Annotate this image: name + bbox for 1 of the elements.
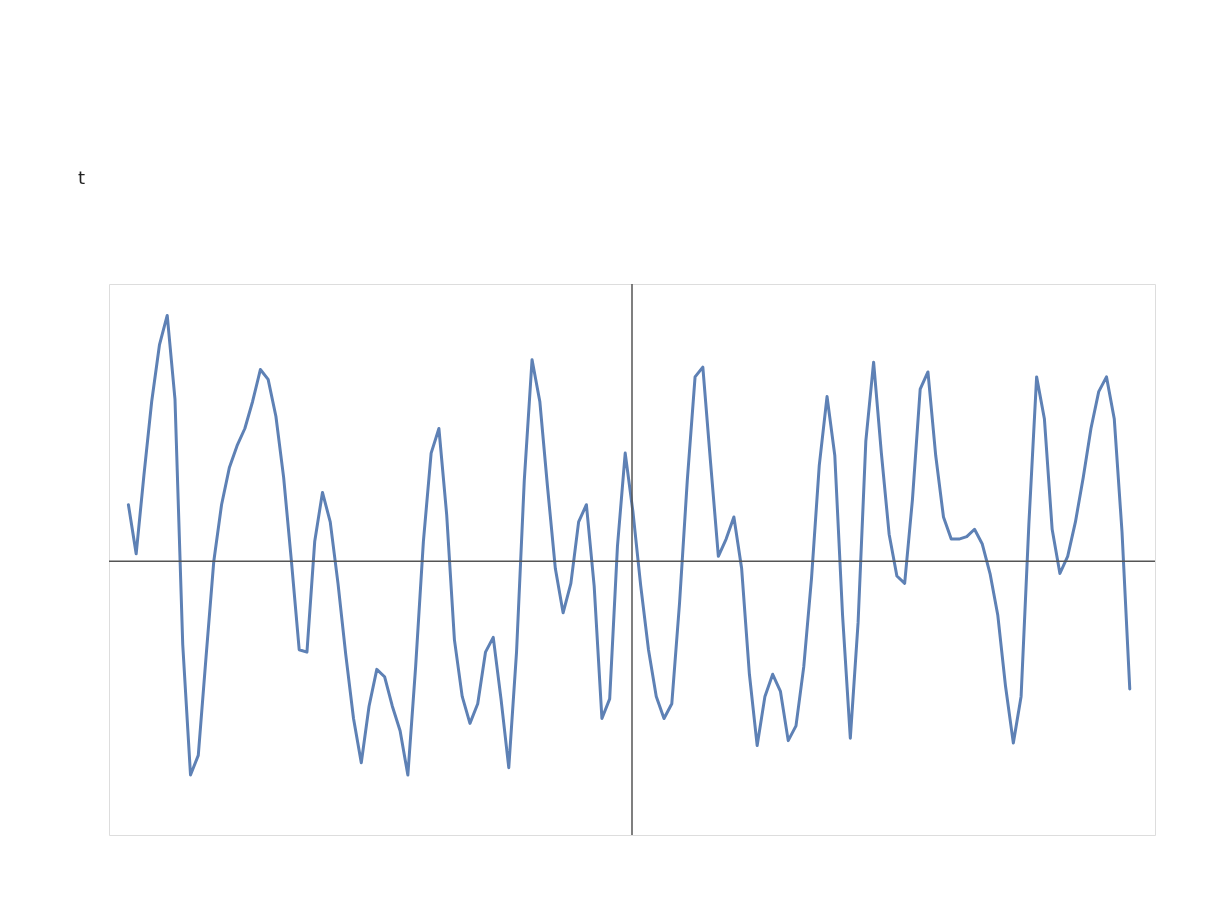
text: t <box>78 167 86 188</box>
